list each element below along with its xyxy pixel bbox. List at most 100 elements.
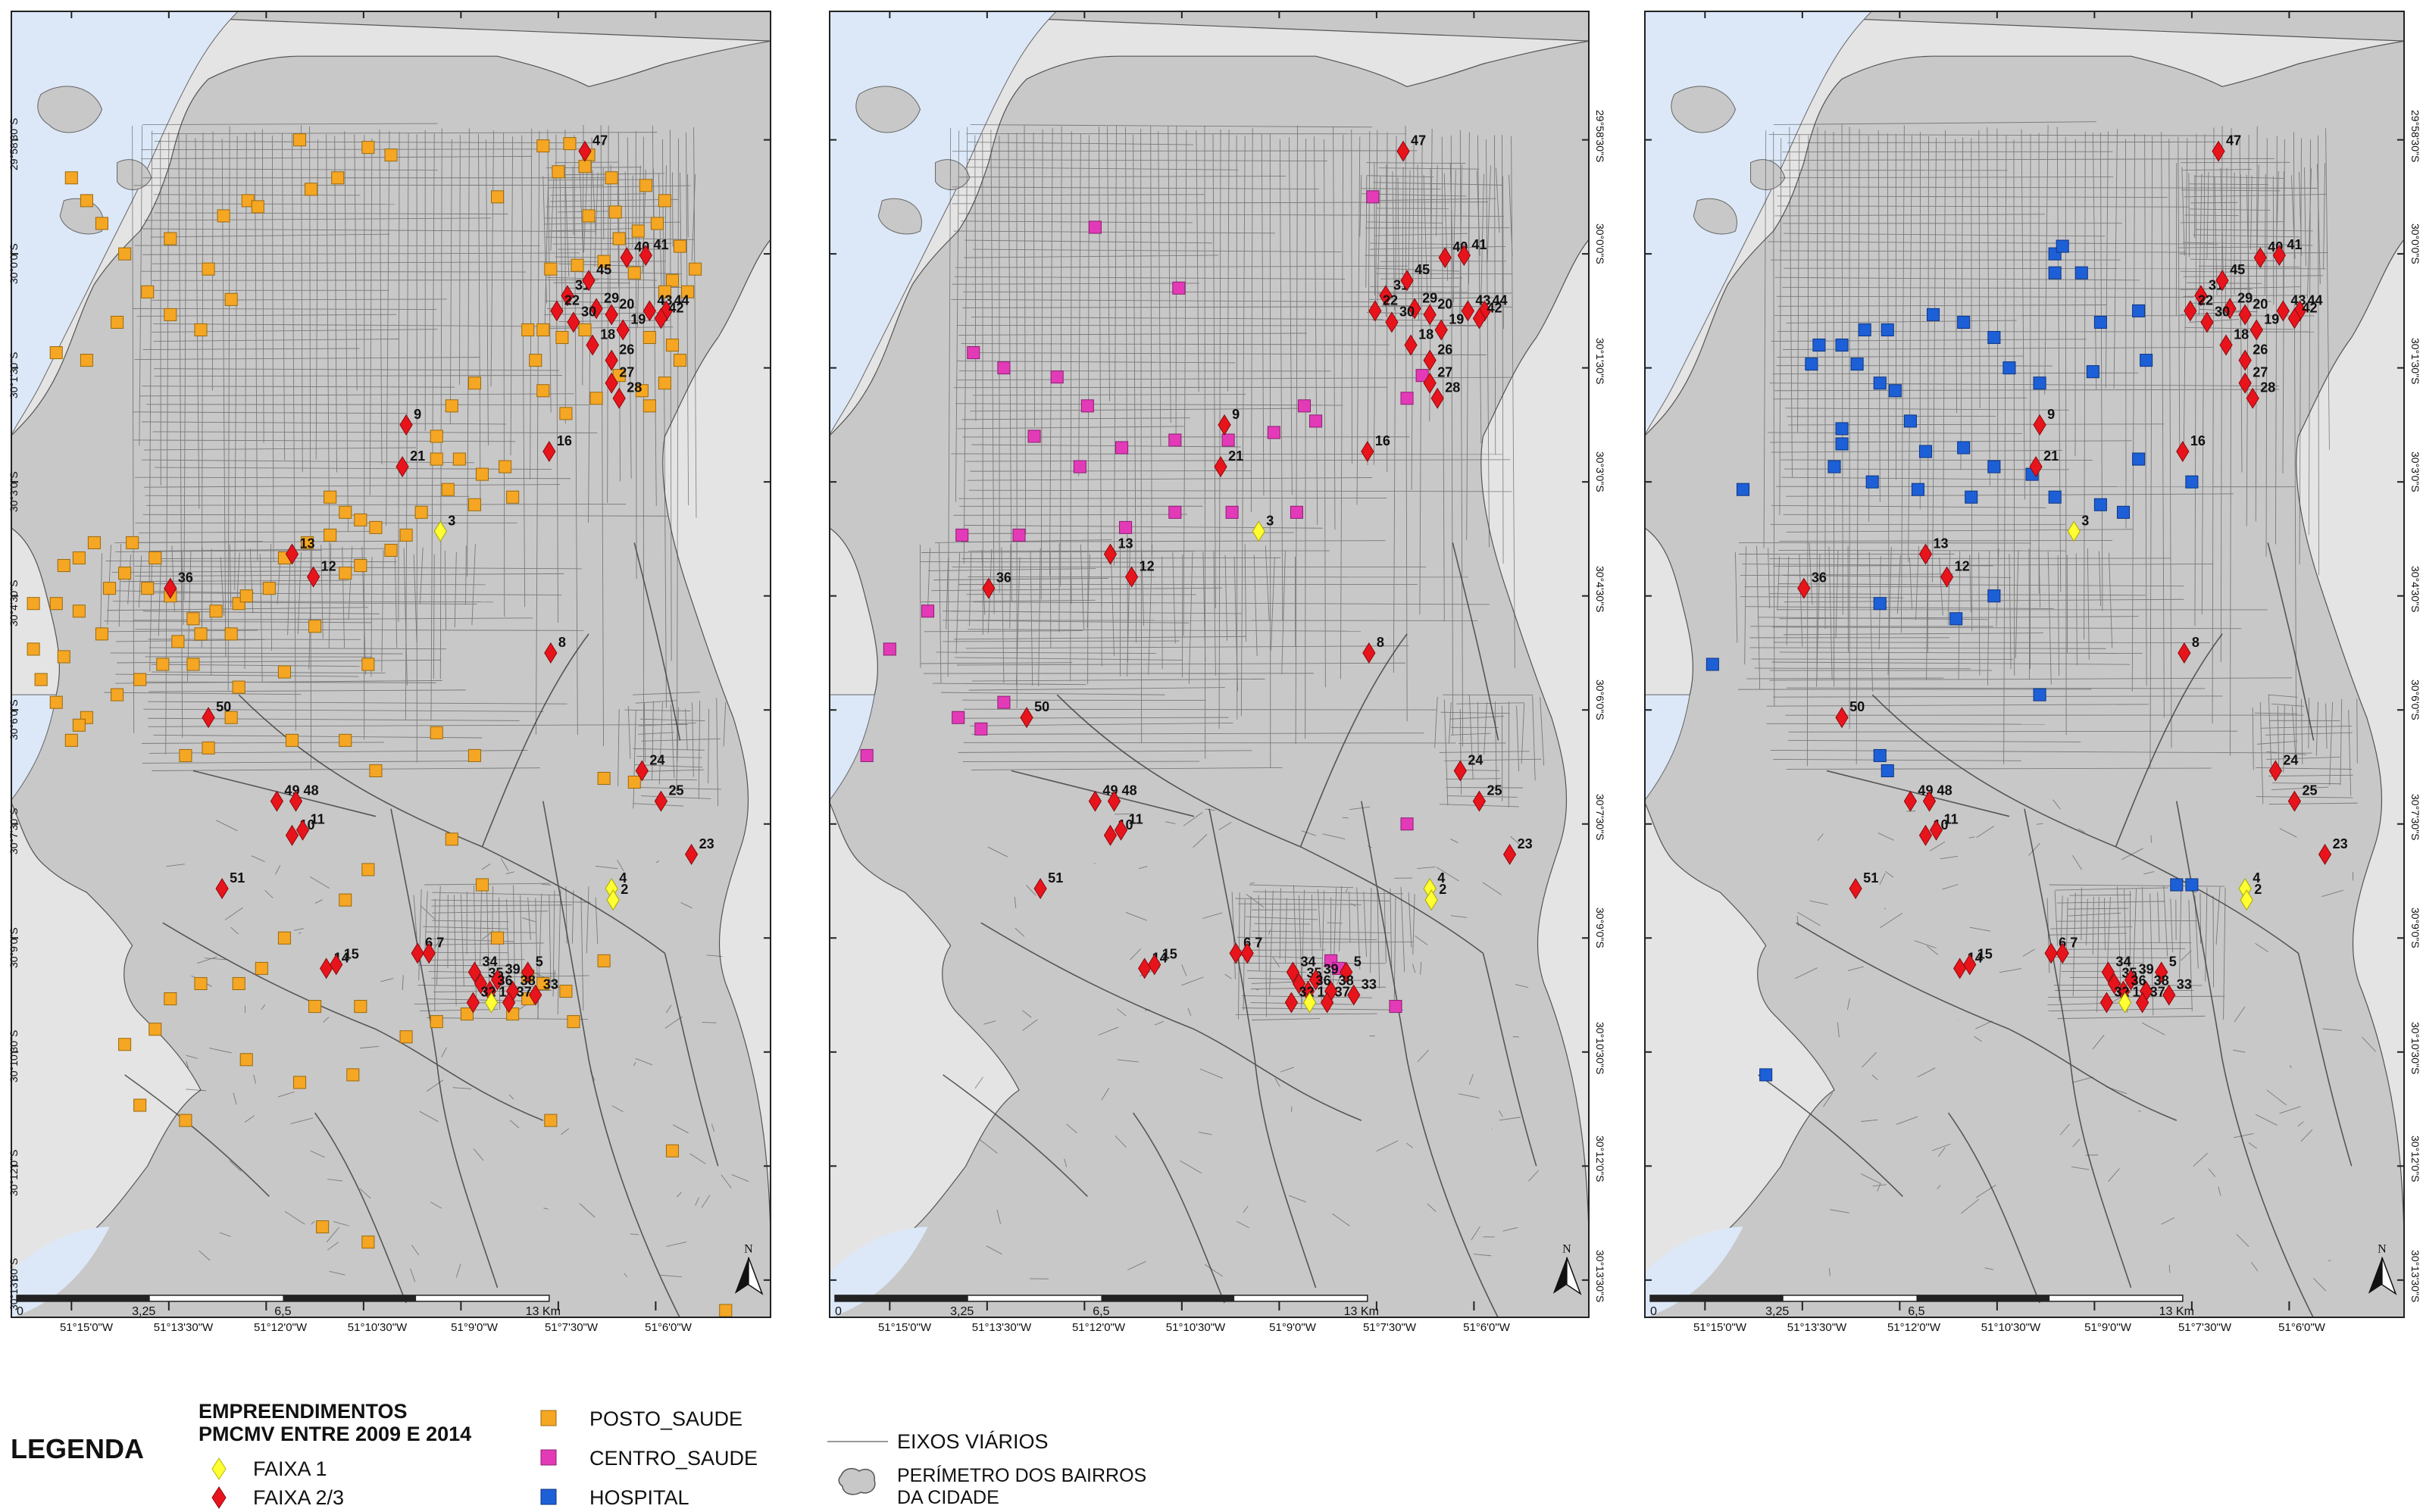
hospital-marker — [1835, 437, 1849, 451]
faixa23-project-marker: 11 — [295, 812, 325, 841]
posto_saude-marker — [499, 460, 512, 473]
project-number-label: 28 — [2260, 380, 2275, 395]
posto_saude-marker — [441, 483, 455, 496]
project-number-label: 41 — [1471, 237, 1487, 252]
posto_saude-marker — [605, 171, 618, 185]
hospital-marker — [1987, 460, 2001, 473]
project-number-label: 51 — [1863, 870, 1878, 886]
project-number-label: 21 — [2043, 448, 2059, 464]
scale-label: 6,5 — [274, 1304, 291, 1318]
project-number-label: 26 — [619, 342, 634, 358]
posto_saude-marker — [179, 748, 192, 762]
island — [877, 198, 922, 235]
faixa1-project-marker: 1 — [1302, 985, 1325, 1014]
faixa23-project-marker: 33 — [1347, 976, 1377, 1006]
project-number-label: 3 — [448, 513, 455, 528]
posto_saude-marker — [631, 224, 645, 238]
faixa23-project-marker: 22 — [1368, 292, 1398, 322]
faixa23-project-marker: 42 — [654, 300, 684, 330]
centro_saude-marker — [997, 695, 1011, 709]
faixa23-project-marker: 23 — [1502, 836, 1533, 865]
posto_saude-marker — [87, 536, 101, 549]
faixa23-project-marker: 36 — [1301, 973, 1331, 1002]
faixa23-project-marker: 9 — [2033, 407, 2055, 436]
centro_saude-marker — [1267, 426, 1280, 439]
project-number-label: 15 — [344, 946, 359, 961]
road-line-icon — [827, 1441, 888, 1442]
posto_saude-marker — [354, 559, 367, 573]
faixa23-project-marker: 9 — [399, 407, 421, 436]
faixa1-project-marker: 2 — [2240, 882, 2262, 911]
posto_saude-marker — [277, 665, 291, 679]
rural-roads — [124, 542, 719, 1318]
centro_saude-marker — [974, 722, 988, 736]
project-number-label: 48 — [1122, 783, 1137, 798]
latitude-label: 30°4'30"S — [2409, 565, 2421, 613]
project-number-label: 25 — [1487, 783, 1502, 798]
faixa23-project-marker: 34 — [2101, 954, 2131, 983]
faixa23-project-marker: 21 — [395, 448, 425, 478]
faixa1-diamond-icon — [211, 1457, 227, 1480]
posto_saude-marker — [324, 528, 337, 542]
faixa23-project-marker: 51 — [1849, 870, 1878, 900]
latitude-label: 30°10'30"S — [8, 1029, 20, 1082]
longitude-label: 51°7'30"W — [1362, 1321, 1417, 1334]
hospital-marker — [1926, 308, 1940, 321]
faixa23-project-marker: 19 — [616, 311, 646, 341]
scale-label: 6,5 — [1093, 1304, 1109, 1318]
project-number-label: 27 — [2253, 365, 2268, 380]
project-number-label: 8 — [558, 635, 566, 650]
project-number-label: 19 — [630, 311, 646, 326]
legend-projects-heading: EMPREENDIMENTOS PMCMV ENTRE 2009 E 2014 — [199, 1400, 471, 1445]
project-number-label: 27 — [1437, 365, 1452, 380]
faixa23-project-marker: 8 — [1362, 635, 1384, 664]
legend-faixa23-label: FAIXA 2/3 — [253, 1486, 345, 1509]
hospital-marker — [2033, 688, 2046, 701]
project-number-label: 30 — [2215, 304, 2230, 319]
project-number-label: 6 — [2059, 935, 2066, 950]
faixa23-project-marker: 11 — [1114, 812, 1143, 841]
posto_saude-marker — [681, 285, 695, 298]
project-number-label: 11 — [1129, 812, 1143, 827]
faixa23-project-marker: 37 — [1320, 985, 1350, 1014]
latitude-label: 29°58'30"S — [1594, 109, 1606, 162]
map-panel-posto: 47 31 45 40 41 43 44 29 20 19 42 22 30 18 26 27 28 16 9 21 3… — [11, 11, 771, 1318]
posto_saude-marker — [64, 733, 78, 747]
posto_saude-marker — [118, 1038, 132, 1051]
hospital-marker — [1759, 1068, 1773, 1082]
project-number-label: 9 — [1232, 407, 1240, 422]
hospital-marker — [2048, 266, 2062, 280]
posto_saude-marker — [475, 467, 489, 481]
hospital-marker — [2033, 376, 2046, 390]
centro_saude-marker — [1400, 392, 1414, 405]
legend-posto-label: POSTO_SAUDE — [589, 1407, 743, 1430]
faixa23-project-marker: 16 — [2176, 433, 2206, 463]
posto_saude-marker — [369, 764, 383, 778]
legend-perimeter-line1: PERÍMETRO DOS BAIRROS — [897, 1465, 1147, 1486]
longitude-label: 51°7'30"W — [544, 1321, 599, 1334]
posto_saude-marker — [354, 513, 367, 526]
faixa23-project-marker: 18 — [1404, 327, 1433, 356]
faixa23-project-marker: 11 — [1929, 812, 1959, 841]
legend-perimeter-line2: DA CIDADE — [897, 1487, 999, 1508]
posto_saude-marker — [308, 1000, 322, 1014]
project-number-label: 45 — [2230, 262, 2245, 277]
posto_saude-marker — [232, 680, 245, 694]
project-number-label: 36 — [1812, 570, 1827, 586]
longitude-label: 51°12'0"W — [1887, 1321, 1941, 1334]
project-number-label: 1 — [1318, 985, 1325, 1000]
posto_saude-marker — [209, 604, 223, 618]
latitude-label: 30°1'30"S — [2409, 337, 2421, 385]
faixa23-project-marker: 5 — [521, 954, 543, 983]
project-number-label: 3 — [1266, 513, 1274, 528]
posto_saude-marker — [232, 976, 245, 990]
posto_saude-marker — [49, 597, 63, 611]
project-number-label: 36 — [996, 570, 1011, 586]
posto_saude-marker — [597, 954, 611, 967]
hospital-marker — [1888, 384, 1902, 398]
project-number-label: 16 — [1375, 433, 1390, 448]
faixa23-project-marker: 18 — [2219, 327, 2249, 356]
project-number-label: 5 — [2169, 954, 2177, 969]
